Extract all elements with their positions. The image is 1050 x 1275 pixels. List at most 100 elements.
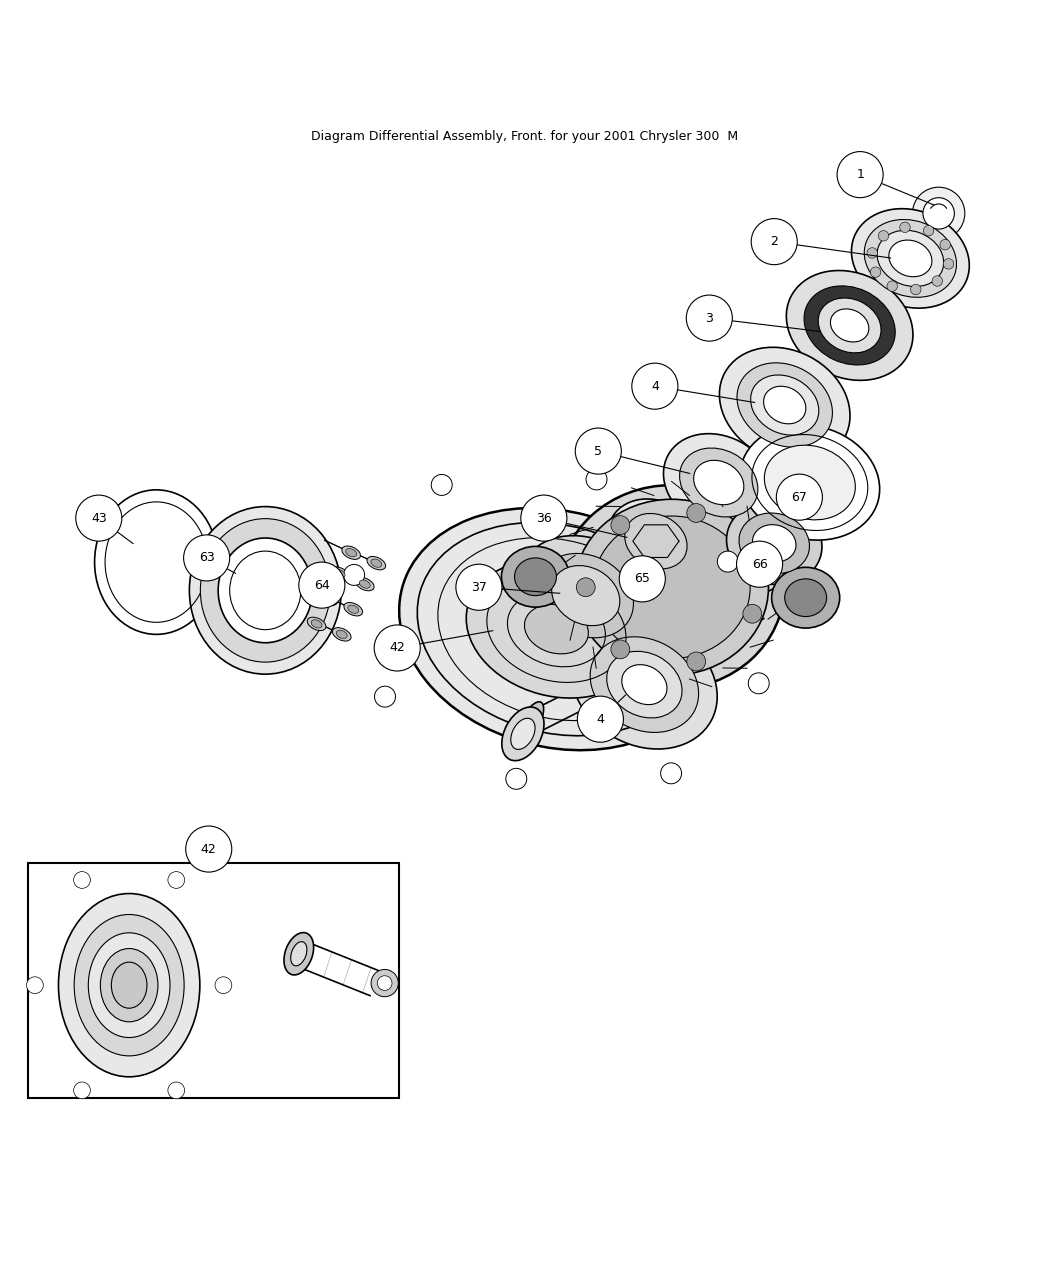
Circle shape xyxy=(687,504,706,523)
Circle shape xyxy=(299,562,344,608)
Circle shape xyxy=(940,240,950,250)
Ellipse shape xyxy=(308,617,326,631)
Ellipse shape xyxy=(694,460,743,505)
Ellipse shape xyxy=(510,718,536,750)
Ellipse shape xyxy=(574,500,769,676)
Circle shape xyxy=(432,474,453,496)
Circle shape xyxy=(506,769,527,789)
Circle shape xyxy=(611,515,630,534)
Circle shape xyxy=(586,469,607,490)
Circle shape xyxy=(343,565,364,585)
Ellipse shape xyxy=(333,627,351,641)
Ellipse shape xyxy=(559,484,784,690)
Text: 36: 36 xyxy=(536,511,551,524)
Ellipse shape xyxy=(344,603,362,616)
Text: 63: 63 xyxy=(198,551,214,565)
Ellipse shape xyxy=(739,513,810,574)
Ellipse shape xyxy=(75,914,184,1056)
Ellipse shape xyxy=(877,231,944,287)
Ellipse shape xyxy=(719,347,850,463)
Ellipse shape xyxy=(625,514,687,569)
Circle shape xyxy=(749,673,770,694)
Circle shape xyxy=(932,275,943,287)
Ellipse shape xyxy=(664,434,774,532)
Text: 43: 43 xyxy=(91,511,107,524)
Circle shape xyxy=(870,266,881,278)
Ellipse shape xyxy=(218,538,313,643)
Circle shape xyxy=(743,551,761,570)
Text: 42: 42 xyxy=(390,641,405,654)
Ellipse shape xyxy=(111,963,147,1009)
Circle shape xyxy=(687,652,706,671)
Ellipse shape xyxy=(551,566,620,626)
Ellipse shape xyxy=(322,594,334,603)
Ellipse shape xyxy=(201,519,330,662)
Ellipse shape xyxy=(502,547,569,607)
Circle shape xyxy=(687,295,732,342)
Ellipse shape xyxy=(590,636,698,732)
Text: Diagram Differential Assembly, Front. for your 2001 Chrysler 300  M: Diagram Differential Assembly, Front. fo… xyxy=(312,130,738,143)
Circle shape xyxy=(521,495,567,541)
Ellipse shape xyxy=(331,567,349,580)
Circle shape xyxy=(660,762,681,784)
Ellipse shape xyxy=(334,570,345,578)
Circle shape xyxy=(900,222,910,232)
Ellipse shape xyxy=(524,604,588,654)
Circle shape xyxy=(837,152,883,198)
Text: 42: 42 xyxy=(201,843,216,856)
Ellipse shape xyxy=(763,386,805,423)
Circle shape xyxy=(736,541,782,588)
Circle shape xyxy=(74,872,90,889)
Ellipse shape xyxy=(852,209,969,309)
Text: 3: 3 xyxy=(706,311,713,325)
Circle shape xyxy=(184,536,230,581)
Ellipse shape xyxy=(607,652,682,718)
Ellipse shape xyxy=(727,502,822,585)
Circle shape xyxy=(456,565,502,611)
Ellipse shape xyxy=(291,942,307,966)
Circle shape xyxy=(575,428,622,474)
Ellipse shape xyxy=(514,701,544,747)
Ellipse shape xyxy=(571,620,717,748)
Ellipse shape xyxy=(804,286,896,365)
Ellipse shape xyxy=(593,516,750,658)
Ellipse shape xyxy=(311,620,322,629)
Ellipse shape xyxy=(101,949,158,1021)
Circle shape xyxy=(374,625,420,671)
Bar xyxy=(27,863,399,1098)
Circle shape xyxy=(910,284,921,295)
Ellipse shape xyxy=(679,448,758,516)
Ellipse shape xyxy=(764,445,856,520)
Text: 67: 67 xyxy=(792,491,807,504)
Ellipse shape xyxy=(518,536,653,655)
Circle shape xyxy=(923,226,933,236)
Circle shape xyxy=(878,231,888,241)
Ellipse shape xyxy=(751,375,819,435)
Ellipse shape xyxy=(466,560,647,699)
Circle shape xyxy=(375,686,396,708)
Ellipse shape xyxy=(356,578,374,590)
Circle shape xyxy=(912,187,965,240)
Circle shape xyxy=(776,474,822,520)
Ellipse shape xyxy=(753,524,796,562)
Ellipse shape xyxy=(189,506,341,674)
Text: 64: 64 xyxy=(314,579,330,592)
Ellipse shape xyxy=(345,548,357,557)
Circle shape xyxy=(578,696,624,742)
Ellipse shape xyxy=(59,894,200,1077)
Ellipse shape xyxy=(359,580,371,588)
Ellipse shape xyxy=(538,553,633,638)
Ellipse shape xyxy=(94,490,218,635)
Ellipse shape xyxy=(336,630,348,639)
Circle shape xyxy=(371,969,398,997)
Text: 4: 4 xyxy=(651,380,658,393)
Ellipse shape xyxy=(740,425,880,541)
Ellipse shape xyxy=(502,708,544,761)
Circle shape xyxy=(943,259,953,269)
Ellipse shape xyxy=(399,507,714,750)
Text: 37: 37 xyxy=(471,580,487,594)
Ellipse shape xyxy=(784,579,826,617)
Text: 1: 1 xyxy=(856,168,864,181)
Circle shape xyxy=(76,495,122,541)
Text: 4: 4 xyxy=(596,713,605,725)
